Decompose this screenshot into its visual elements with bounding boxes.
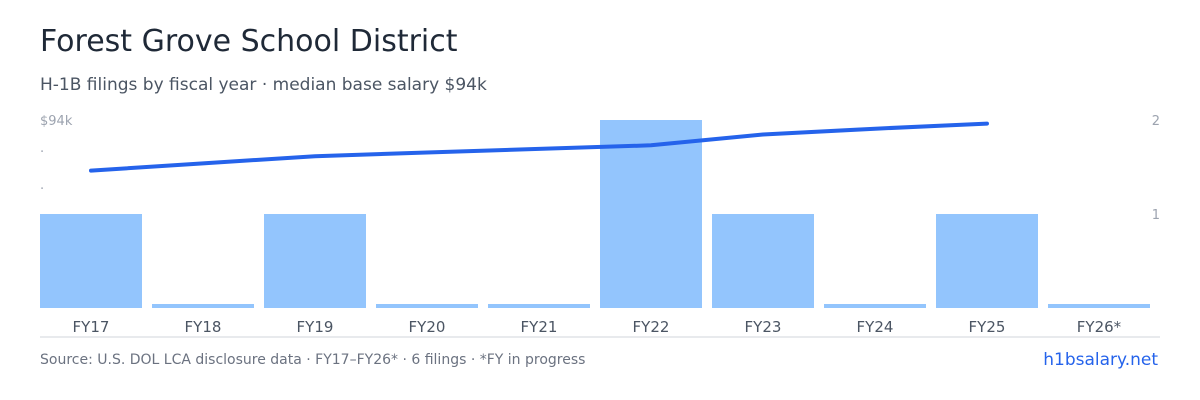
bars-group [40,120,1150,308]
site-link[interactable]: h1bsalary.net [1043,350,1158,370]
bar-fy24 [824,304,926,308]
salary-line [89,121,989,173]
bar-fy17 [40,214,142,308]
category-label: FY17 [73,318,110,336]
source-note: Source: U.S. DOL LCA disclosure data · F… [40,352,586,368]
bar-fy18 [152,304,254,308]
category-label: FY21 [521,318,558,336]
category-label: FY25 [969,318,1006,336]
left-axis-dot: · [40,182,44,197]
category-label: FY26* [1077,318,1122,336]
bar-fy26-star [1048,304,1150,308]
category-label: FY19 [297,318,334,336]
bar-fy19 [264,214,366,308]
chart-subtitle: H-1B filings by fiscal year · median bas… [40,75,487,95]
bar-fy25 [936,214,1038,308]
left-axis-label: $94k [40,114,73,129]
right-axis-tick: 2 [1152,114,1160,129]
category-labels: FY17 FY18 FY19 FY20 FY21 FY22 FY23 FY24 FY25 FY26… [73,318,1122,336]
category-label: FY24 [857,318,894,336]
category-label: FY20 [409,318,446,336]
chart-title: Forest Grove School District [40,24,458,59]
category-label: FY18 [185,318,222,336]
left-axis-dot: · [40,145,44,160]
bar-fy23 [712,214,814,308]
bar-fy21 [488,304,590,308]
bar-fy22 [600,120,702,308]
category-label: FY22 [633,318,670,336]
right-axis-tick: 1 [1152,208,1160,223]
bar-fy20 [376,304,478,308]
category-label: FY23 [745,318,782,336]
right-axis-ticks: 21 [1152,114,1160,223]
